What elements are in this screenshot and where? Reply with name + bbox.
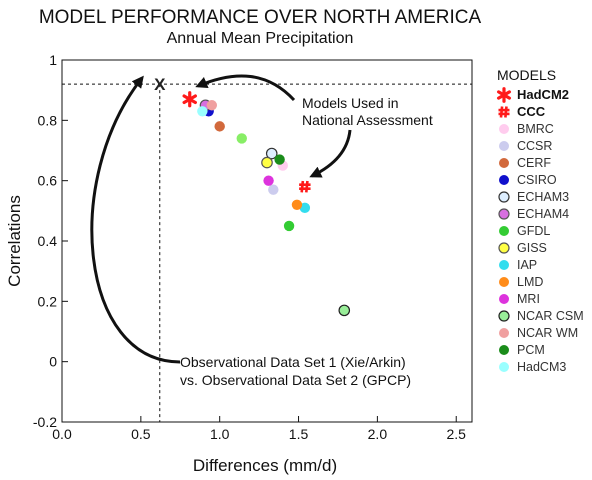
legend-title: MODELS	[497, 67, 556, 83]
chart-subtitle: Annual Mean Precipitation	[167, 30, 354, 47]
legend-label-hadcm3: HadCM3	[517, 360, 566, 374]
point-ncar-wm-14	[206, 100, 218, 111]
legend-marker-ncar-csm	[498, 310, 510, 322]
legend-label-ncar-csm: NCAR CSM	[517, 309, 584, 323]
y-tick-label-1: 0	[49, 354, 57, 370]
y-axis-label: Correlations	[5, 195, 24, 287]
x-axis-label: Differences (mm/d)	[193, 456, 337, 475]
legend-marker-iap	[499, 260, 509, 270]
legend-label-hadcm2: HadCM2	[517, 87, 569, 102]
assessment-arrow-bottom	[309, 129, 352, 178]
x-tick-label-1: 0.5	[131, 426, 151, 442]
legend-label-iap: IAP	[517, 258, 537, 272]
point-unlabeled-17	[236, 133, 247, 144]
legend-marker-bmrc	[499, 124, 509, 134]
legend-marker-echam3	[498, 191, 510, 203]
point-mri-12	[263, 175, 274, 186]
y-tick-label-2: 0.2	[38, 293, 58, 309]
legend-marker-hadcm2	[496, 87, 512, 103]
point-lmd-11	[291, 199, 303, 210]
point-pcm-15	[274, 154, 285, 165]
legend-marker-ncar-wm	[499, 328, 509, 338]
point-hadcm3-16	[197, 106, 208, 117]
legend-marker-giss	[498, 242, 510, 254]
legend-label-gfdl: GFDL	[517, 224, 550, 238]
point-echam3-6	[265, 147, 278, 160]
reference-label-line-2: vs. Observational Data Set 2 (GPCP)	[180, 372, 411, 388]
reference-x-marker: X	[154, 75, 166, 94]
x-tick-label-5: 2.5	[446, 426, 466, 442]
point-gfdl-8	[283, 220, 295, 232]
legend-label-ncar-wm: NCAR WM	[517, 326, 578, 340]
point-giss-9	[261, 156, 273, 169]
reference-label-line-1: Observational Data Set 1 (Xie/Arkin)	[180, 354, 406, 370]
legend: HadCM2 CCC BMRC CCSR CERF CSIRO ECHAM3 ECHAM4 GF…	[496, 87, 584, 374]
point-hadcm2-0	[182, 91, 197, 108]
legend-label-ccc: CCC	[517, 104, 546, 119]
y-tick-label-6: 1	[49, 52, 57, 68]
legend-marker-mri	[499, 294, 509, 304]
y-tick-label-0: -0.2	[33, 414, 57, 430]
point-ncar-csm-13	[338, 304, 351, 317]
legend-marker-gfdl	[499, 226, 509, 236]
y-tick-label-4: 0.6	[38, 173, 58, 189]
legend-marker-ccc	[498, 106, 510, 118]
point-cerf-4	[214, 121, 225, 132]
annotation-line-1: Models Used in	[302, 95, 399, 111]
point-ccc-1	[299, 180, 311, 193]
annotation-line-2: National Assessment	[302, 112, 433, 128]
axis-ticks: 0.0 0.5 1.0 1.5 2.0 2.5 -0.2 0 0.2 0.4 0.6 0.8 1	[33, 52, 466, 442]
legend-label-lmd: LMD	[517, 275, 543, 289]
legend-label-cerf: CERF	[517, 156, 551, 170]
legend-marker-cerf	[499, 158, 509, 168]
x-tick-label-0: 0.0	[52, 426, 72, 442]
legend-label-pcm: PCM	[517, 343, 545, 357]
reference-arrow	[90, 75, 181, 364]
legend-label-bmrc: BMRC	[517, 122, 554, 136]
y-tick-label-3: 0.4	[38, 233, 58, 249]
legend-label-echam4: ECHAM4	[517, 207, 569, 221]
data-points	[182, 91, 351, 317]
y-tick-label-5: 0.8	[38, 112, 58, 128]
legend-marker-csiro	[499, 175, 509, 185]
legend-label-csiro: CSIRO	[517, 173, 557, 187]
legend-label-mri: MRI	[517, 292, 540, 306]
legend-marker-lmd	[499, 277, 509, 287]
x-tick-label-2: 1.0	[210, 426, 230, 442]
legend-marker-pcm	[499, 345, 509, 355]
x-tick-label-4: 2.0	[368, 426, 388, 442]
point-iap-10	[299, 202, 311, 214]
point-ccsr-3	[268, 184, 279, 195]
chart-title: MODEL PERFORMANCE OVER NORTH AMERICA	[39, 7, 482, 28]
x-tick-label-3: 1.5	[289, 426, 309, 442]
legend-label-ccsr: CCSR	[517, 139, 552, 153]
legend-label-giss: GISS	[517, 241, 547, 255]
legend-marker-ccsr	[499, 141, 509, 151]
legend-marker-echam4	[498, 208, 510, 220]
legend-marker-hadcm3	[499, 362, 509, 372]
assessment-arrow-top	[195, 74, 296, 102]
legend-label-echam3: ECHAM3	[517, 190, 569, 204]
